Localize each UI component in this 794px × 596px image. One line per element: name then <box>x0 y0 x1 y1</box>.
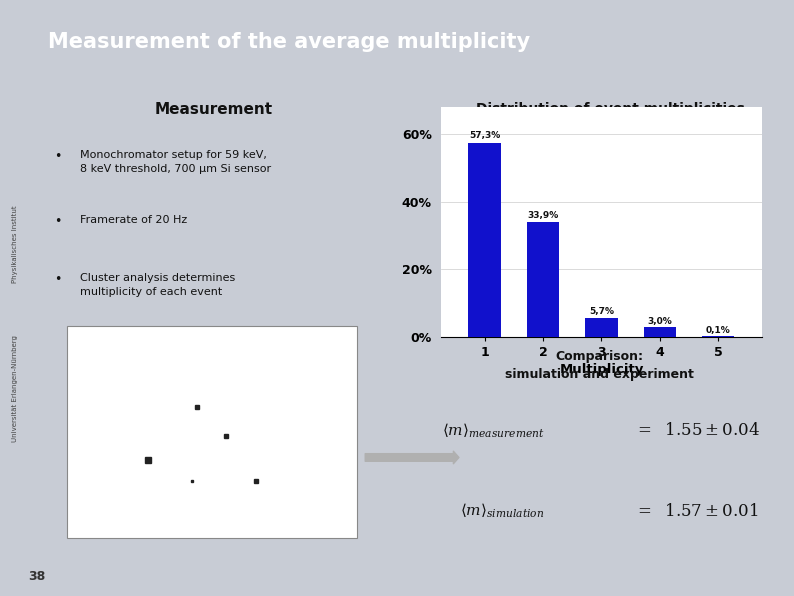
Text: 3,0%: 3,0% <box>648 316 673 325</box>
Text: $\langle m \rangle_{\it{simulation}}$: $\langle m \rangle_{\it{simulation}}$ <box>460 501 544 520</box>
Text: Measurement: Measurement <box>154 102 272 117</box>
Text: $= \ \ 1.55 \pm 0.04$: $= \ \ 1.55 \pm 0.04$ <box>634 421 761 439</box>
Text: Framerate of 20 Hz: Framerate of 20 Hz <box>80 215 187 225</box>
Text: 57,3%: 57,3% <box>469 131 500 140</box>
X-axis label: Multiplicity: Multiplicity <box>559 363 644 376</box>
FancyBboxPatch shape <box>67 326 357 538</box>
Text: 38: 38 <box>28 570 45 583</box>
Bar <box>527 222 559 337</box>
Text: 33,9%: 33,9% <box>527 210 559 220</box>
Text: Measurement of the average multiplicity: Measurement of the average multiplicity <box>48 32 530 52</box>
Text: Cluster analysis determines
multiplicity of each event: Cluster analysis determines multiplicity… <box>80 273 235 297</box>
Text: 5,7%: 5,7% <box>589 308 614 316</box>
Bar <box>585 318 618 337</box>
Text: 0,1%: 0,1% <box>706 327 730 336</box>
Text: Universität Erlangen-Nürnberg: Universität Erlangen-Nürnberg <box>12 336 18 442</box>
Bar <box>644 327 676 337</box>
Text: $\langle m \rangle_{\it{measurement}}$: $\langle m \rangle_{\it{measurement}}$ <box>442 421 545 439</box>
Text: •: • <box>55 273 62 286</box>
Bar <box>468 144 500 337</box>
Text: •: • <box>55 215 62 228</box>
Text: $= \ \ 1.57 \pm 0.01$: $= \ \ 1.57 \pm 0.01$ <box>634 502 759 520</box>
Text: Distribution of event multiplicities: Distribution of event multiplicities <box>476 102 745 116</box>
Text: Physikalisches Institut: Physikalisches Institut <box>12 206 18 283</box>
Text: •: • <box>55 150 62 163</box>
FancyArrowPatch shape <box>365 451 459 464</box>
Text: Comparison:
simulation and experiment: Comparison: simulation and experiment <box>505 350 694 381</box>
Text: Monochromator setup for 59 keV,
8 keV threshold, 700 μm Si sensor: Monochromator setup for 59 keV, 8 keV th… <box>80 150 271 175</box>
